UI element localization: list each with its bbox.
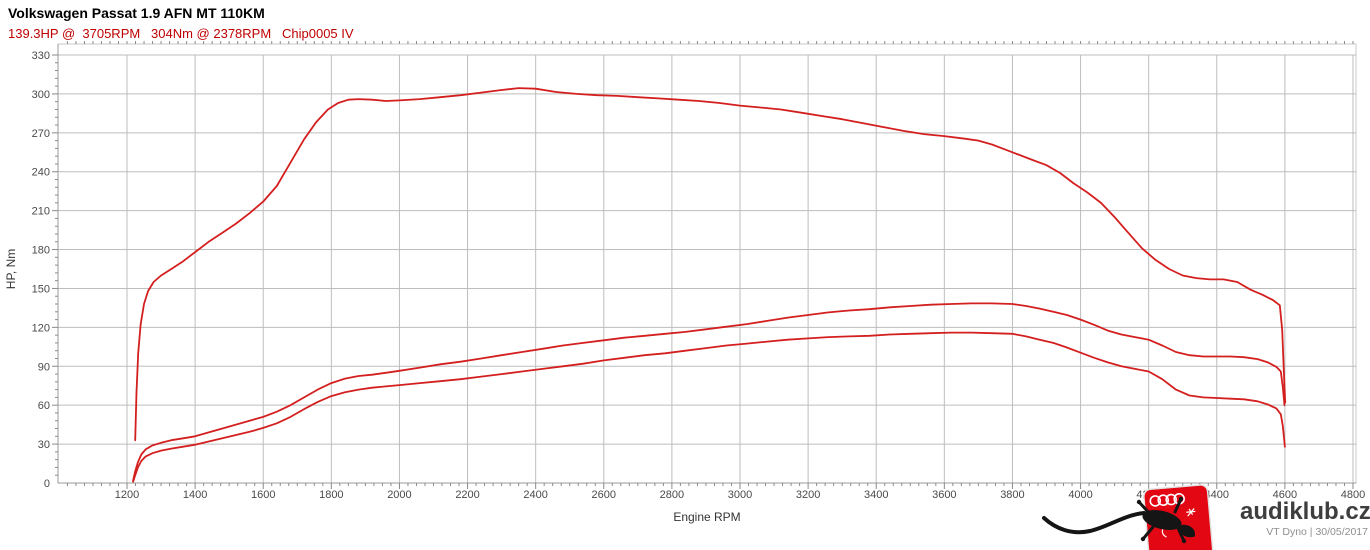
- series-0-curve: [134, 87, 1287, 442]
- y-axis-title: HP, Nm: [4, 249, 18, 289]
- series-2-curve: [132, 331, 1286, 483]
- svg-text:120: 120: [32, 322, 50, 334]
- svg-text:4000: 4000: [1068, 489, 1092, 501]
- svg-text:3400: 3400: [864, 489, 888, 501]
- svg-text:4600: 4600: [1273, 489, 1297, 501]
- svg-text:270: 270: [32, 128, 50, 140]
- svg-text:1200: 1200: [115, 489, 139, 501]
- svg-text:60: 60: [38, 400, 50, 412]
- svg-text:210: 210: [32, 206, 50, 218]
- svg-text:3000: 3000: [728, 489, 752, 501]
- gecko-icon: [1042, 496, 1195, 544]
- x-axis-title: Engine RPM: [673, 510, 740, 524]
- svg-text:3200: 3200: [796, 489, 820, 501]
- svg-text:0: 0: [44, 478, 50, 490]
- svg-text:330: 330: [32, 50, 50, 62]
- gridlines: [58, 54, 1356, 483]
- svg-text:90: 90: [38, 361, 50, 373]
- svg-text:1800: 1800: [319, 489, 343, 501]
- svg-text:2000: 2000: [387, 489, 411, 501]
- svg-text:180: 180: [32, 245, 50, 257]
- y-tick-labels: 0 30 60 90 120 150 180 210 240 270 300 330: [32, 50, 50, 490]
- audiklub-badge: [1042, 484, 1214, 550]
- audi-rings-icon: [1149, 493, 1185, 507]
- audiklub-logo: audiklub.cz VT Dyno | 30/05/2017: [1040, 482, 1370, 550]
- svg-text:3800: 3800: [1000, 489, 1024, 501]
- dyno-caption: VT Dyno | 30/05/2017: [1266, 526, 1368, 538]
- svg-text:30: 30: [38, 439, 50, 451]
- svg-text:240: 240: [32, 167, 50, 179]
- svg-text:300: 300: [32, 89, 50, 101]
- chart-header: Volkswagen Passat 1.9 AFN MT 110KM 139.3…: [8, 5, 354, 41]
- svg-text:4800: 4800: [1341, 489, 1365, 501]
- page-title: Volkswagen Passat 1.9 AFN MT 110KM: [8, 5, 265, 21]
- svg-text:2400: 2400: [523, 489, 547, 501]
- dyno-result-summary: 139.3HP @ 3705RPM 304Nm @ 2378RPM Chip00…: [8, 26, 354, 41]
- series-1-curve: [132, 302, 1286, 482]
- tick-marks: [52, 41, 1354, 489]
- svg-text:4400: 4400: [1205, 489, 1229, 501]
- svg-text:1600: 1600: [251, 489, 275, 501]
- svg-text:1400: 1400: [183, 489, 207, 501]
- brand-text: audiklub.cz: [1240, 498, 1370, 525]
- svg-text:2200: 2200: [455, 489, 479, 501]
- svg-text:3600: 3600: [932, 489, 956, 501]
- svg-text:2600: 2600: [592, 489, 616, 501]
- svg-text:150: 150: [32, 283, 50, 295]
- svg-text:2800: 2800: [660, 489, 684, 501]
- x-tick-labels: 1200 1400 1600 1800 2000 2200 2400 2600 2800 3000…: [115, 489, 1365, 501]
